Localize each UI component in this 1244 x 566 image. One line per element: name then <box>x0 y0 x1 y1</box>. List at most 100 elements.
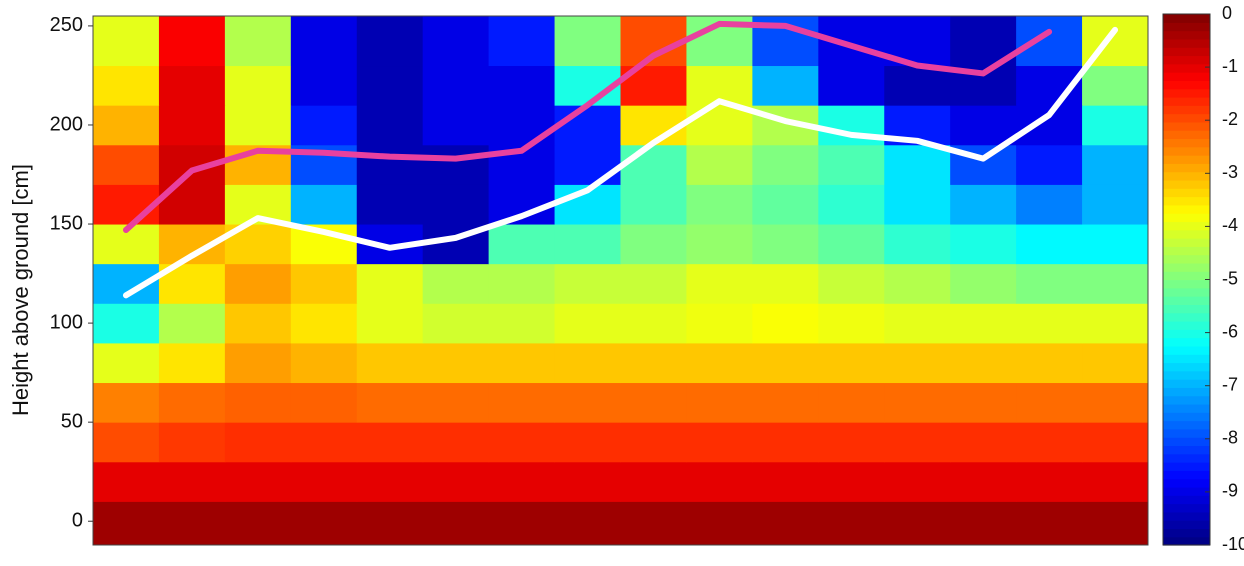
heatmap-cell <box>93 501 160 546</box>
colorbar-swatch <box>1163 262 1210 272</box>
colorbar-swatch <box>1163 387 1210 397</box>
y-axis-label: Height above ground [cm] <box>8 164 33 416</box>
heatmap-cell <box>818 382 885 423</box>
heatmap-cell <box>422 184 490 225</box>
heatmap-cell <box>1016 422 1083 463</box>
heatmap-cell <box>620 342 687 384</box>
heatmap-cell <box>488 461 556 502</box>
colorbar-swatch <box>1163 213 1210 223</box>
heatmap-cell <box>686 461 753 502</box>
colorbar-swatch <box>1163 72 1210 81</box>
colorbar-swatch <box>1163 163 1210 173</box>
heatmap-cell <box>422 422 490 463</box>
heatmap-cell <box>620 422 687 463</box>
heatmap-cell <box>950 224 1017 265</box>
heatmap-cell <box>554 224 621 265</box>
colorbar-swatch <box>1163 370 1210 380</box>
heatmap-cell <box>1016 461 1083 502</box>
colorbar-tick-label: -8 <box>1222 428 1238 448</box>
heatmap-cell <box>1082 342 1149 384</box>
heatmap-cell <box>356 382 424 423</box>
heatmap-cell <box>818 224 885 265</box>
colorbar-swatch <box>1163 312 1210 322</box>
heatmap-cell <box>93 461 160 502</box>
heatmap-cell <box>158 105 226 146</box>
colorbar-swatch <box>1163 403 1210 413</box>
heatmap-cell <box>224 422 292 463</box>
heatmap-cell <box>950 422 1017 463</box>
heatmap-cell <box>93 144 160 185</box>
heatmap-cell <box>356 422 424 463</box>
heatmap-cell <box>686 342 753 384</box>
y-tick-label: 150 <box>50 212 83 234</box>
heatmap-cell <box>818 65 885 106</box>
heatmap-cell <box>884 382 951 423</box>
colorbar-swatch <box>1163 171 1210 181</box>
heatmap-cell <box>554 105 621 146</box>
heatmap-cell <box>884 184 951 225</box>
heatmap-cell <box>93 303 160 344</box>
colorbar-swatch <box>1163 146 1210 156</box>
heatmap-cell <box>290 422 358 463</box>
heatmap-cell <box>818 184 885 225</box>
heatmap-cell <box>290 184 358 225</box>
colorbar-swatch <box>1163 238 1210 247</box>
colorbar-swatch <box>1163 287 1210 297</box>
colorbar-swatch <box>1163 204 1210 214</box>
heatmap-cell <box>818 263 885 304</box>
heatmap-cell <box>686 224 753 265</box>
line <box>122 26 1119 299</box>
colorbar-swatch <box>1163 329 1210 339</box>
colorbar-tick-label: -5 <box>1222 268 1238 288</box>
heatmap-cell <box>356 342 424 384</box>
colorbar-tick-label: 0 <box>1222 3 1232 23</box>
colorbar-swatch <box>1163 254 1210 264</box>
colorbar-swatch <box>1163 14 1210 23</box>
heatmap-cell <box>158 501 226 546</box>
heatmap-cell <box>950 303 1017 344</box>
heatmap-cell <box>884 263 951 304</box>
colorbar-swatch <box>1163 362 1210 372</box>
heatmap-cell <box>884 65 951 106</box>
heatmap-cell <box>158 303 226 344</box>
colorbar-swatch <box>1163 428 1210 438</box>
heatmap-cell <box>818 461 885 502</box>
heatmap-cell <box>752 263 819 304</box>
heatmap-cell <box>686 144 753 185</box>
colorbar-swatch <box>1163 38 1210 48</box>
heatmap-cell <box>554 144 621 185</box>
heatmap-cell <box>422 461 490 502</box>
colorbar-swatch <box>1163 486 1210 496</box>
heatmap-cell <box>1082 224 1149 265</box>
heatmap-cell <box>356 65 424 106</box>
heatmap-cell <box>488 422 556 463</box>
heatmap-cell <box>1082 105 1149 146</box>
heatmap-cell <box>1016 342 1083 384</box>
colorbar-swatch <box>1163 412 1210 422</box>
heatmap-cell <box>950 382 1017 423</box>
heatmap-cell <box>356 16 424 67</box>
colorbar-swatch <box>1163 437 1210 447</box>
colorbar-swatch <box>1163 47 1210 57</box>
colorbar-swatch <box>1163 462 1210 471</box>
heatmap-cell <box>356 263 424 304</box>
colorbar-swatch <box>1163 296 1210 305</box>
heatmap-cell <box>950 105 1017 146</box>
heatmap-cell <box>93 105 160 146</box>
colorbar-tick-label: -3 <box>1222 162 1238 182</box>
heatmap-cell <box>356 501 424 546</box>
heatmap-cell <box>93 65 160 106</box>
heatmap-cell <box>620 501 687 546</box>
heatmap-cell <box>620 144 687 185</box>
heatmap-cell <box>290 65 358 106</box>
heatmap-cell <box>1082 461 1149 502</box>
colorbar-swatch <box>1163 495 1210 505</box>
heatmap-cell <box>422 144 490 185</box>
heatmap-cell <box>1082 263 1149 304</box>
heatmap-cell <box>818 144 885 185</box>
plot-frame <box>92 15 1149 546</box>
heatmap-cell <box>818 303 885 344</box>
heatmap-cell <box>158 422 226 463</box>
colorbar-swatch <box>1163 196 1210 206</box>
